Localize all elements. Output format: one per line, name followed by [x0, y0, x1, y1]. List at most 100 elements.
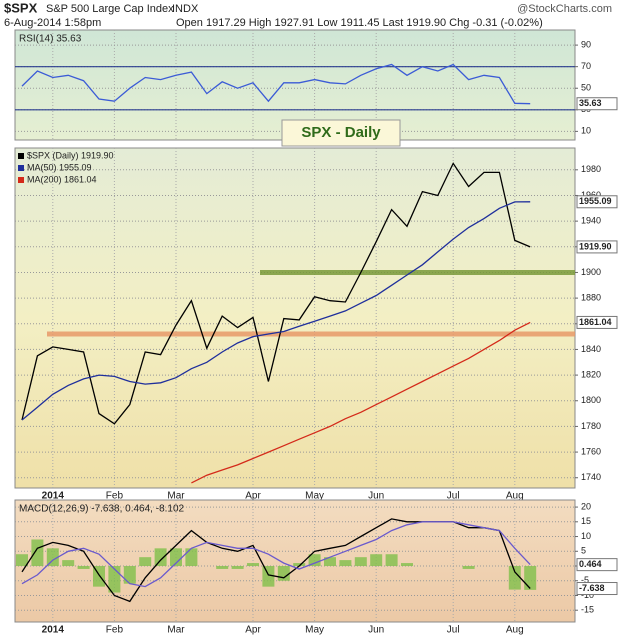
histogram-bar — [262, 566, 275, 587]
value-tag-label: 1861.04 — [579, 317, 612, 327]
y-tick-label: 90 — [581, 39, 591, 49]
histogram-bar — [16, 554, 28, 567]
value-tag-label: 1919.90 — [579, 241, 612, 251]
plot-area — [15, 148, 575, 488]
legend-entry: MA(50) 1955.09 — [27, 162, 92, 172]
x-tick-label: Jun — [368, 625, 384, 636]
index-name: S&P 500 Large Cap Index — [46, 3, 174, 15]
x-tick-label: Apr — [245, 491, 261, 502]
histogram-bar — [77, 566, 90, 569]
histogram-bar — [231, 566, 244, 569]
y-tick-label: 50 — [581, 83, 591, 93]
y-tick-label: 1880 — [581, 292, 601, 302]
y-tick-label: 1960 — [581, 190, 601, 200]
series-line — [21, 521, 531, 588]
legend-entry: $SPX (Daily) 1919.90 — [27, 150, 114, 160]
y-tick-label: 10 — [581, 126, 591, 136]
histogram-bar — [324, 557, 336, 567]
series-line — [21, 63, 531, 105]
value-tag — [576, 195, 618, 209]
y-tick-label: 10 — [581, 531, 591, 541]
y-tick-label: 5 — [581, 546, 586, 556]
x-tick-label: 2014 — [42, 491, 65, 502]
histogram-bar — [293, 563, 306, 567]
symbol: $SPX — [4, 0, 38, 15]
x-tick-label: May — [305, 625, 324, 636]
x-tick-label: Jul — [447, 625, 460, 636]
histogram-bar — [170, 548, 182, 567]
x-tick-label: Aug — [506, 625, 524, 636]
source: @StockCharts.com — [517, 3, 612, 15]
legend-swatch — [18, 165, 24, 171]
value-tag-label: 0.464 — [579, 559, 602, 569]
x-tick-label: Feb — [106, 625, 124, 636]
histogram-bar — [185, 548, 198, 567]
x-tick-label: Mar — [167, 491, 185, 502]
x-tick-label: Feb — [106, 491, 124, 502]
plot-area — [15, 500, 575, 622]
panel-label: RSI(14) 35.63 — [19, 34, 82, 45]
value-tag — [576, 97, 618, 111]
value-tag — [576, 240, 618, 254]
legend-entry: MA(200) 1861.04 — [27, 174, 97, 184]
histogram-bar — [277, 566, 290, 581]
histogram-bar — [31, 539, 44, 567]
x-tick-label: May — [305, 491, 324, 502]
histogram-bar — [247, 563, 259, 567]
histogram-bar — [108, 566, 121, 593]
series-line — [21, 162, 531, 425]
histogram-bar — [154, 548, 167, 567]
y-tick-label: 1760 — [581, 446, 601, 456]
date: 6-Aug-2014 1:58pm — [4, 17, 101, 29]
y-tick-label: -15 — [581, 605, 594, 615]
value-tag-label: 35.63 — [579, 98, 602, 108]
value-tag-label: -7.638 — [579, 583, 605, 593]
histogram-bar — [46, 548, 59, 567]
annotation: SPX - Daily — [301, 124, 381, 141]
y-tick-label: 20 — [581, 501, 591, 511]
panel-label: MACD(12,26,9) -7.638, 0.464, -8.102 — [19, 504, 185, 515]
histogram-bar — [139, 557, 152, 567]
value-tag — [576, 558, 618, 572]
value-tag — [576, 315, 618, 329]
x-tick-label: 2014 — [42, 625, 65, 636]
y-tick-label: 1900 — [581, 267, 601, 277]
series-line — [21, 201, 531, 421]
y-tick-label: -5 — [581, 575, 589, 585]
legend-swatch — [18, 153, 24, 159]
panel-background — [14, 147, 576, 489]
value-tag-label: 1955.09 — [579, 196, 612, 206]
y-tick-label: 1820 — [581, 369, 601, 379]
x-tick-label: Jul — [447, 491, 460, 502]
histogram-bar — [524, 566, 537, 590]
y-tick-label: 15 — [581, 516, 591, 526]
y-tick-label: 70 — [581, 61, 591, 71]
x-tick-label: Apr — [245, 625, 261, 636]
y-tick-label: 1740 — [581, 472, 601, 482]
histogram-bar — [62, 560, 75, 567]
legend-swatch — [18, 177, 24, 183]
histogram-bar — [508, 566, 521, 590]
histogram-bar — [370, 554, 383, 567]
histogram-bar — [462, 566, 475, 569]
quote: Open 1917.29 High 1927.91 Low 1911.45 La… — [176, 17, 543, 29]
value-tag — [576, 582, 618, 596]
histogram-bar — [123, 566, 136, 584]
histogram-bar — [339, 560, 352, 567]
histogram-bar — [354, 557, 367, 567]
y-tick-label: 1980 — [581, 164, 601, 174]
panel-background — [14, 499, 576, 623]
x-tick-label: Jun — [368, 491, 384, 502]
x-tick-label: Mar — [167, 625, 185, 636]
annotation-box — [281, 119, 401, 147]
histogram-bar — [401, 563, 413, 567]
y-tick-label: 1940 — [581, 216, 601, 226]
histogram-bar — [308, 554, 321, 567]
y-tick-label: 1780 — [581, 421, 601, 431]
x-tick-label: Aug — [506, 491, 524, 502]
histogram-bar — [216, 566, 229, 569]
series-line — [191, 321, 531, 484]
y-tick-label: 1840 — [581, 344, 601, 354]
histogram-bar — [385, 554, 398, 567]
